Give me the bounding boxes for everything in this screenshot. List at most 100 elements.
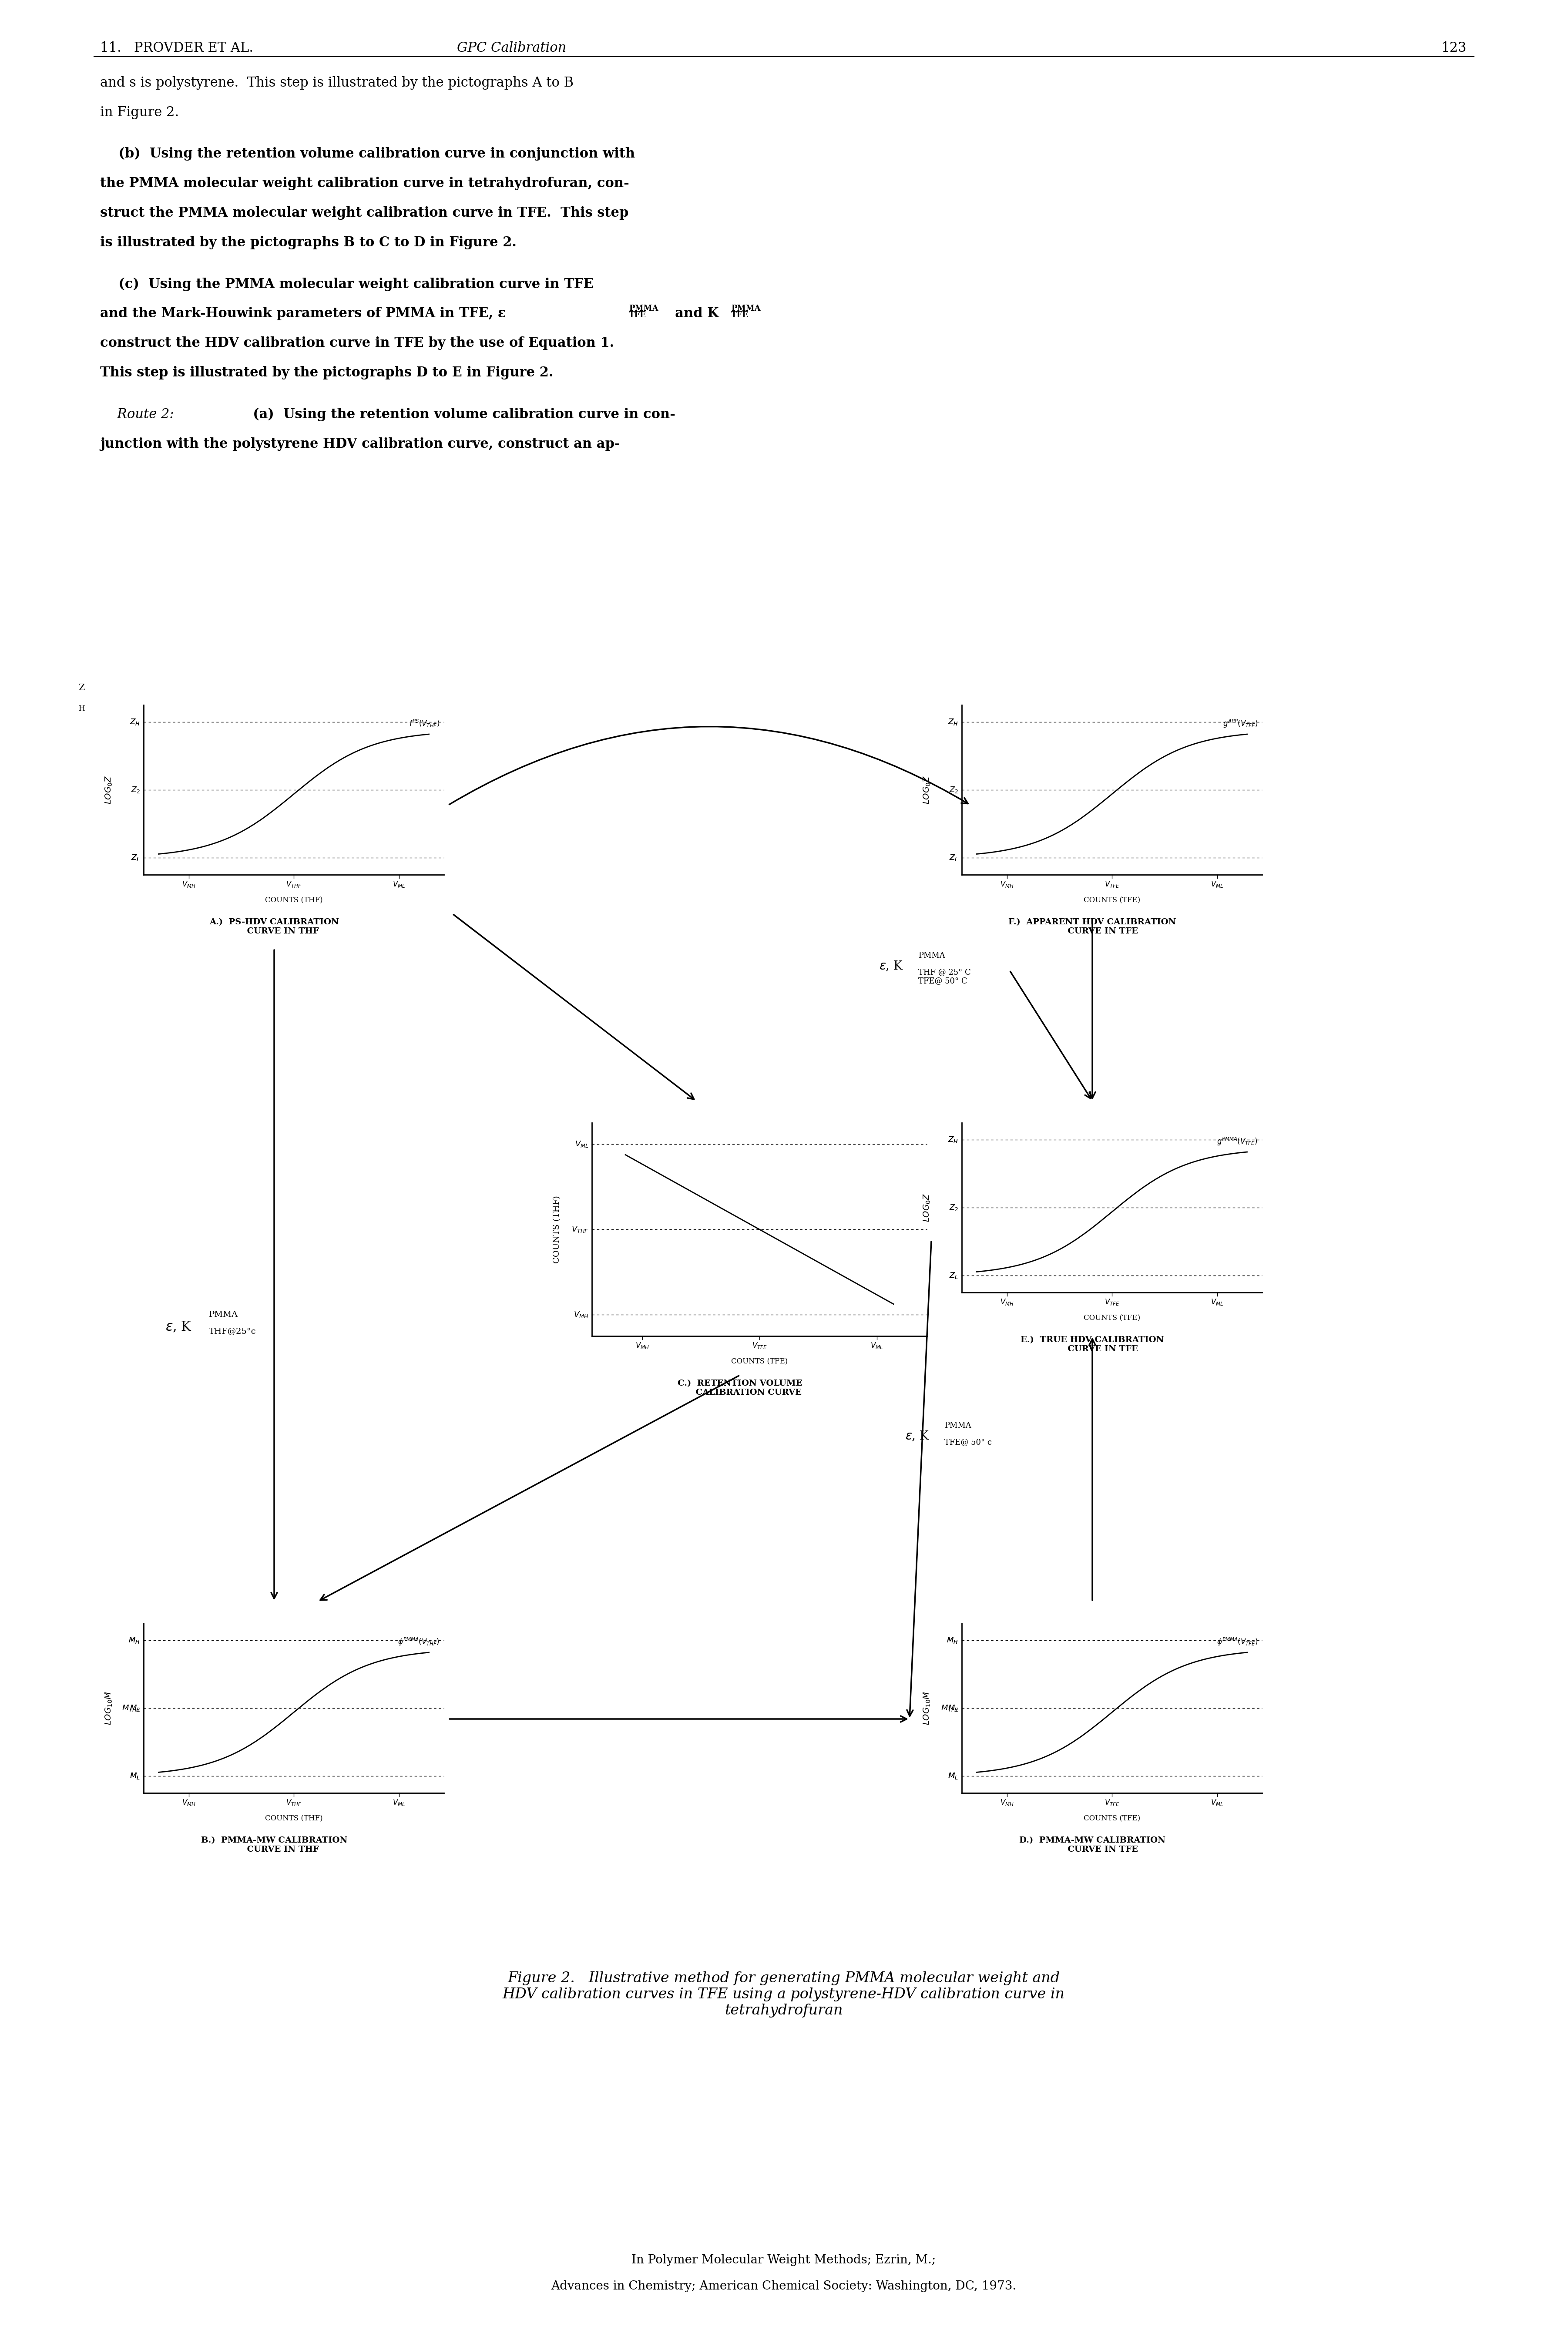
Text: $M_H$: $M_H$ [129, 1636, 140, 1645]
Text: is illustrated by the pictographs B to C to D in Figure 2.: is illustrated by the pictographs B to C… [100, 235, 516, 249]
Text: TFE: TFE [629, 310, 646, 320]
Text: H: H [78, 705, 85, 712]
Text: construct the HDV calibration curve in TFE by the use of Equation 1.: construct the HDV calibration curve in T… [100, 336, 615, 350]
Text: COUNTS (THF): COUNTS (THF) [265, 1814, 323, 1821]
Text: $V_{MH}$: $V_{MH}$ [574, 1311, 588, 1318]
Text: $M_L$: $M_L$ [130, 1772, 140, 1781]
Text: $Z_H$: $Z_H$ [949, 1135, 958, 1144]
Text: $M_{TFE}$: $M_{TFE}$ [941, 1704, 958, 1713]
Text: $Z_L$: $Z_L$ [132, 853, 140, 862]
Text: $\phi^{PMMA}(V_{TFE})$: $\phi^{PMMA}(V_{TFE})$ [1217, 1638, 1258, 1647]
Text: $M_H$: $M_H$ [947, 1636, 958, 1645]
Text: F.)  APPARENT HDV CALIBRATION
       CURVE IN TFE: F.) APPARENT HDV CALIBRATION CURVE IN TF… [1008, 919, 1176, 935]
Text: $g^{PMMA}(V_{TFE})$: $g^{PMMA}(V_{TFE})$ [1217, 1137, 1258, 1147]
Text: $Z_L$: $Z_L$ [949, 853, 958, 862]
Text: $M_L$: $M_L$ [949, 1772, 958, 1781]
Text: in Figure 2.: in Figure 2. [100, 106, 179, 120]
Text: $g^{APP}(V_{TFE})$: $g^{APP}(V_{TFE})$ [1223, 719, 1258, 728]
Text: TFE@ 50° c: TFE@ 50° c [944, 1438, 993, 1445]
Text: (b)  Using the retention volume calibration curve in conjunction with: (b) Using the retention volume calibrati… [100, 148, 635, 160]
Text: $M_L$: $M_L$ [130, 1772, 140, 1781]
Text: COUNTS (THF): COUNTS (THF) [554, 1196, 561, 1264]
Text: D.)  PMMA-MW CALIBRATION
       CURVE IN TFE: D.) PMMA-MW CALIBRATION CURVE IN TFE [1019, 1835, 1165, 1854]
Text: TFE@ 50° C: TFE@ 50° C [919, 978, 967, 985]
Text: $V_{MH}$: $V_{MH}$ [1000, 1297, 1014, 1307]
Text: $\phi^{PMMA}(V_{THF})$: $\phi^{PMMA}(V_{THF})$ [398, 1638, 439, 1647]
Text: $M_{THF}$: $M_{THF}$ [122, 1704, 140, 1713]
Text: $V_{ML}$: $V_{ML}$ [392, 1798, 405, 1807]
Text: PMMA: PMMA [209, 1311, 238, 1318]
Text: $V_{ML}$: $V_{ML}$ [870, 1342, 883, 1349]
Text: (a)  Using the retention volume calibration curve in con-: (a) Using the retention volume calibrati… [243, 407, 676, 421]
Text: COUNTS (TFE): COUNTS (TFE) [1083, 1814, 1140, 1821]
Text: $LOG_{10} M$: $LOG_{10} M$ [922, 1692, 931, 1725]
Text: $V_{TFE}$: $V_{TFE}$ [1104, 1798, 1120, 1807]
Text: C.)  RETENTION VOLUME
      CALIBRATION CURVE: C.) RETENTION VOLUME CALIBRATION CURVE [677, 1379, 803, 1396]
Text: $Z_L$: $Z_L$ [949, 853, 958, 862]
Text: $M_2$: $M_2$ [947, 1704, 958, 1713]
Text: (c)  Using the PMMA molecular weight calibration curve in TFE: (c) Using the PMMA molecular weight cali… [100, 277, 594, 291]
Text: PMMA: PMMA [629, 306, 659, 313]
Text: $V_{MH}$: $V_{MH}$ [1000, 1798, 1014, 1807]
Text: PMMA: PMMA [731, 306, 760, 313]
Text: $Z_2$: $Z_2$ [949, 785, 958, 794]
Text: $V_{ML}$: $V_{ML}$ [1210, 1798, 1223, 1807]
Text: $Z_H$: $Z_H$ [949, 717, 958, 726]
Text: $f^{PS}(V_{THF})$: $f^{PS}(V_{THF})$ [409, 719, 439, 728]
Text: $V_{MH}$: $V_{MH}$ [1000, 879, 1014, 888]
Text: $LOG_0 Z$: $LOG_0 Z$ [922, 776, 931, 804]
Text: $Z_H$: $Z_H$ [130, 717, 140, 726]
Text: $V_{ML}$: $V_{ML}$ [1210, 1297, 1223, 1307]
Text: $Z_H$: $Z_H$ [130, 717, 140, 726]
Text: $Z_H$: $Z_H$ [949, 1135, 958, 1144]
Text: $M_H$: $M_H$ [129, 1636, 140, 1645]
Text: $Z_L$: $Z_L$ [949, 1271, 958, 1281]
Text: COUNTS (THF): COUNTS (THF) [265, 895, 323, 905]
Text: $V_{ML}$: $V_{ML}$ [392, 879, 405, 888]
Text: Advances in Chemistry; American Chemical Society: Washington, DC, 1973.: Advances in Chemistry; American Chemical… [550, 2280, 1016, 2291]
Text: $Z_L$: $Z_L$ [949, 1271, 958, 1281]
Text: $M_L$: $M_L$ [949, 1772, 958, 1781]
Text: $M_2$: $M_2$ [130, 1704, 140, 1713]
Text: $V_{THF}$: $V_{THF}$ [285, 1798, 301, 1807]
Text: THF@25°c: THF@25°c [209, 1328, 256, 1335]
Text: junction with the polystyrene HDV calibration curve, construct an ap-: junction with the polystyrene HDV calibr… [100, 437, 619, 451]
Text: $\epsilon$, K: $\epsilon$, K [165, 1321, 191, 1335]
Text: THF @ 25° C: THF @ 25° C [919, 968, 971, 975]
Text: struct the PMMA molecular weight calibration curve in TFE.  This step: struct the PMMA molecular weight calibra… [100, 207, 629, 221]
Text: $\epsilon$, K: $\epsilon$, K [905, 1429, 930, 1443]
Text: $Z_2$: $Z_2$ [130, 785, 140, 794]
Text: $V_{THF}$: $V_{THF}$ [285, 879, 301, 888]
Text: $Z_2$: $Z_2$ [949, 1203, 958, 1213]
Text: $V_{ML}$: $V_{ML}$ [1210, 879, 1223, 888]
Text: PMMA: PMMA [944, 1422, 971, 1429]
Text: $V_{ML}$: $V_{ML}$ [575, 1140, 588, 1149]
Text: the PMMA molecular weight calibration curve in tetrahydrofuran, con-: the PMMA molecular weight calibration cu… [100, 176, 629, 190]
Text: Z: Z [78, 684, 85, 691]
Text: $V_{THF}$: $V_{THF}$ [571, 1224, 588, 1234]
Text: PMMA: PMMA [919, 952, 946, 959]
Text: $V_{MH}$: $V_{MH}$ [182, 879, 196, 888]
Text: GPC Calibration: GPC Calibration [456, 42, 566, 54]
Text: TFE: TFE [731, 310, 748, 320]
Text: and the Mark-Houwink parameters of PMMA in TFE, ε: and the Mark-Houwink parameters of PMMA … [100, 308, 506, 320]
Text: $LOG_{10} M$: $LOG_{10} M$ [103, 1692, 113, 1725]
Text: COUNTS (TFE): COUNTS (TFE) [1083, 1314, 1140, 1321]
Text: COUNTS (TFE): COUNTS (TFE) [1083, 895, 1140, 905]
Text: E.)  TRUE HDV CALIBRATION
       CURVE IN TFE: E.) TRUE HDV CALIBRATION CURVE IN TFE [1021, 1337, 1163, 1354]
Text: Route 2:: Route 2: [100, 407, 174, 421]
Text: $V_{TFE}$: $V_{TFE}$ [753, 1342, 767, 1349]
Text: $LOG_0 Z$: $LOG_0 Z$ [922, 1194, 931, 1222]
Text: $Z_L$: $Z_L$ [132, 853, 140, 862]
Text: B.)  PMMA-MW CALIBRATION
      CURVE IN THF: B.) PMMA-MW CALIBRATION CURVE IN THF [201, 1835, 348, 1854]
Text: This step is illustrated by the pictographs D to E in Figure 2.: This step is illustrated by the pictogra… [100, 367, 554, 381]
Text: $V_{MH}$: $V_{MH}$ [635, 1342, 649, 1349]
Text: $\epsilon$, K: $\epsilon$, K [880, 959, 903, 973]
Text: $M_H$: $M_H$ [947, 1636, 958, 1645]
Text: and s is polystyrene.  This step is illustrated by the pictographs A to B: and s is polystyrene. This step is illus… [100, 75, 574, 89]
Text: and K: and K [666, 308, 718, 320]
Text: COUNTS (TFE): COUNTS (TFE) [731, 1358, 787, 1365]
Text: $Z_H$: $Z_H$ [949, 717, 958, 726]
Text: Figure 2.   Illustrative method for generating PMMA molecular weight and
HDV cal: Figure 2. Illustrative method for genera… [503, 1972, 1065, 2019]
Text: $V_{MH}$: $V_{MH}$ [182, 1798, 196, 1807]
